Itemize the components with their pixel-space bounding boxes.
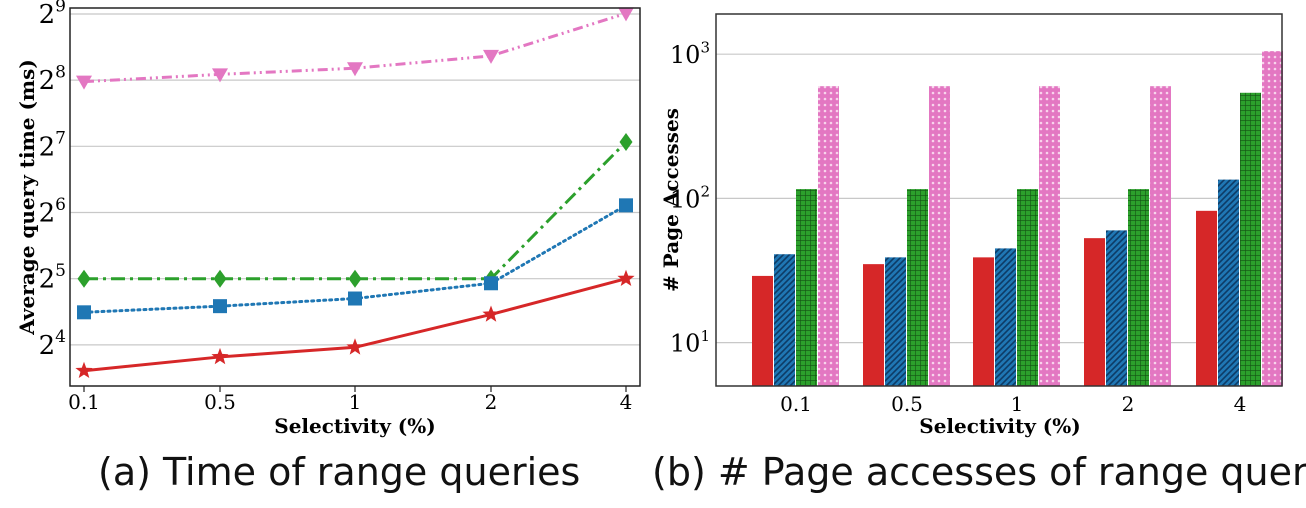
data-point	[348, 291, 362, 306]
series-3	[77, 198, 633, 320]
bar	[973, 257, 994, 386]
bar	[907, 189, 928, 386]
y-tick-labels: 24 25 26 27 28 29	[39, 0, 66, 361]
series-2	[77, 132, 633, 288]
data-point	[484, 276, 498, 291]
data-point	[617, 269, 635, 286]
x-tick-label: 2	[485, 390, 498, 414]
x-tick-label: 0.5	[891, 392, 923, 416]
data-point	[482, 305, 500, 322]
data-point	[619, 198, 633, 213]
x-tick-labels: 0.1 0.5 1 2 4	[68, 386, 632, 414]
bar	[1128, 189, 1149, 386]
x-tick-label: 0.5	[204, 390, 236, 414]
bar	[1196, 210, 1217, 386]
y-axis-label: Average query time (ms)	[15, 59, 39, 336]
y-tick-label: 28	[39, 62, 66, 96]
bar	[796, 189, 817, 386]
bar	[1262, 51, 1283, 387]
data-point	[348, 269, 362, 288]
x-tick-label: 4	[1234, 392, 1247, 416]
x-tick-label: 0.1	[68, 390, 100, 414]
y-axis-label: # Page Accesses	[659, 108, 683, 292]
x-tick-label: 0.1	[780, 392, 812, 416]
x-tick-label: 1	[1011, 392, 1024, 416]
y-tick-label: 102	[670, 183, 710, 214]
y-tick-label: 29	[39, 0, 66, 30]
plot-frame	[715, 13, 1283, 387]
y-tick-label: 101	[670, 327, 710, 358]
y-tick-label: 24	[39, 327, 66, 361]
y-tick-labels: 101 102 103	[670, 38, 710, 357]
bar	[1218, 179, 1239, 386]
data-point	[212, 68, 228, 83]
y-tick-label: 27	[39, 129, 66, 163]
bar	[929, 86, 950, 387]
bar	[818, 86, 839, 387]
caption-a: (a) Time of range queries	[98, 450, 581, 494]
x-tick-label: 1	[349, 390, 362, 414]
bars-group	[752, 51, 1283, 387]
bar	[1039, 86, 1060, 387]
bar	[1150, 86, 1171, 387]
data-point	[346, 338, 364, 355]
bar-chart: 101 102 103 0.1 0.5 1 2 4 Selectivity (%) # Pa…	[659, 13, 1283, 438]
data-point	[347, 62, 363, 77]
y-tick-label: 103	[670, 38, 710, 69]
x-tick-label: 2	[1122, 392, 1135, 416]
bar	[885, 257, 906, 386]
y-tick-label: 26	[39, 195, 66, 229]
series-4	[75, 269, 635, 378]
x-axis-label: Selectivity (%)	[919, 414, 1080, 438]
bar	[752, 275, 773, 386]
data-point	[76, 75, 92, 90]
data-point	[618, 7, 634, 22]
caption-b: (b) # Page accesses of range queries	[652, 450, 1306, 494]
data-point	[75, 361, 93, 378]
bar	[1017, 189, 1038, 386]
data-point	[483, 49, 499, 64]
data-point	[213, 269, 227, 288]
data-point	[213, 299, 227, 314]
data-point	[77, 305, 91, 320]
y-tick-label: 25	[39, 261, 66, 295]
series-1	[76, 7, 634, 90]
series-line	[84, 140, 628, 281]
bar	[774, 254, 795, 386]
x-tick-label: 4	[620, 390, 633, 414]
series-group	[75, 7, 635, 378]
bar	[1106, 230, 1127, 386]
data-point	[619, 132, 633, 151]
bar	[1240, 92, 1261, 387]
bar	[995, 248, 1016, 386]
x-axis-label: Selectivity (%)	[274, 414, 435, 438]
x-tick-labels: 0.1 0.5 1 2 4	[780, 392, 1246, 416]
bar	[863, 264, 884, 386]
bar	[1084, 238, 1105, 386]
data-point	[77, 269, 91, 288]
data-point	[211, 347, 229, 365]
